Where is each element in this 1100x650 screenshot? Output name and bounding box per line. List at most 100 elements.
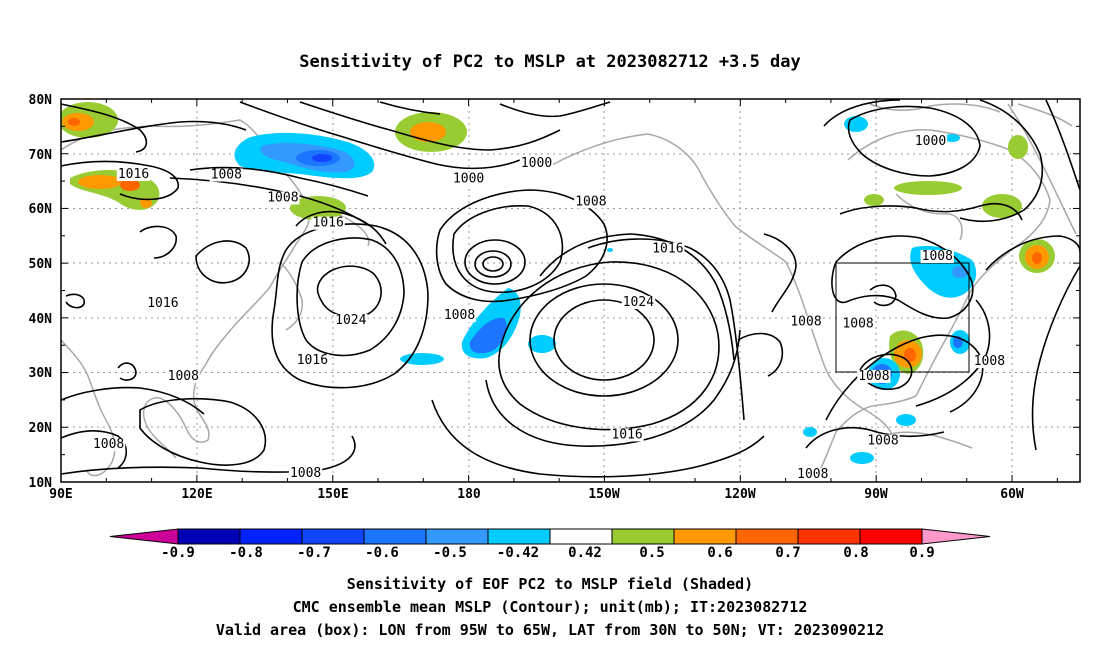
colorbar-label: -0.7 [297, 545, 331, 561]
contour-label: 1000 [453, 171, 484, 186]
coastline-arctic-islands [869, 103, 1073, 127]
contour-1008 [823, 99, 1044, 223]
contour-1008 [431, 399, 765, 478]
contour-label-background [519, 157, 554, 170]
lon-label: 120E [181, 487, 212, 502]
caption-line: CMC ensemble mean MSLP (Contour); unit(m… [293, 598, 808, 616]
contour-label-background [913, 135, 948, 149]
colorbar-swatch [549, 528, 613, 545]
lon-label: 90W [864, 487, 888, 502]
colorbar-arrow-high [921, 528, 991, 545]
colorbar-arrow-low [109, 528, 179, 545]
lat-label: 70N [29, 148, 53, 163]
coastline-caribbean [883, 431, 973, 449]
colorbar-label: 0.9 [909, 545, 934, 561]
contour-label: 1008 [168, 369, 199, 384]
contour-label: 1008 [922, 249, 953, 264]
contour-label-background [621, 296, 656, 309]
contour-label-background [610, 428, 644, 442]
contour-label-background [972, 355, 1006, 369]
contour-label-background [841, 317, 875, 331]
contour-1016 [1031, 265, 1080, 451]
contour-1008 [985, 235, 1080, 271]
contour-1008 [763, 233, 797, 313]
contour-1016 [139, 397, 267, 466]
map-panel: 1000 1000 1000 1008 1008 1008 1008 1008 1008 1008… [29, 93, 1081, 502]
figure-caption: Sensitivity of EOF PC2 to MSLP field (Sh… [216, 575, 884, 639]
contour-1000 [452, 205, 564, 294]
contour-1020 [529, 283, 679, 397]
contour-label: 1016 [313, 216, 344, 231]
contour-1008 [839, 202, 1023, 221]
contour-label-background [288, 467, 323, 481]
lat-label: 60N [29, 202, 53, 217]
valid-area-box [835, 262, 970, 373]
contour-1008 [831, 235, 974, 320]
lon-label: 150W [588, 487, 619, 502]
contour-label-background [311, 216, 345, 230]
longitude-labels: 90E 120E 150E 180 150W 120W 90W 60W [49, 487, 1024, 502]
contour-1008 [117, 362, 137, 381]
contour-label-background [651, 242, 685, 256]
colorbar-swatch [239, 528, 303, 545]
shade-blob-green [290, 196, 346, 220]
contour-label-background [266, 191, 300, 205]
contour-label-layer: 1000 1000 1000 1008 1008 1008 1008 1008 1008 1008… [91, 134, 1006, 482]
colorbar-boxes [109, 528, 991, 545]
colorbar-swatch [735, 528, 799, 545]
contour-1000 [299, 101, 561, 151]
contour-label: 1008 [211, 168, 242, 183]
shade-blob-orange [410, 122, 446, 142]
figure-title: Sensitivity of PC2 to MSLP at 2023082712… [299, 52, 801, 72]
contour-label: 1016 [147, 296, 178, 311]
contour-996 [474, 250, 512, 278]
colorbar-label: 0.8 [843, 545, 868, 561]
lon-label: 120W [724, 487, 755, 502]
contour-1008 [189, 166, 369, 197]
shade-blob-green [1008, 135, 1028, 159]
colorbar-swatch [363, 528, 427, 545]
coastline-japan [279, 261, 304, 331]
colorbar-label: -0.8 [229, 545, 263, 561]
lat-label: 40N [29, 312, 53, 327]
shade-blob-green [982, 194, 1022, 218]
coastline-alaska [551, 133, 787, 263]
contour-1000 [239, 101, 521, 170]
contour-label: 1008 [290, 466, 321, 481]
shade-blob-cyan [850, 452, 874, 464]
shade-blob-orange [78, 175, 122, 189]
coastline-gulf-of-mexico [819, 395, 917, 471]
contour-label: 1008 [797, 467, 828, 482]
contour-1016 [61, 103, 148, 153]
contour-label-background [146, 297, 180, 311]
coastline-north-america-east [847, 129, 1051, 397]
contour-label-background [451, 172, 486, 186]
contour-1016 [485, 329, 741, 447]
contour-label: 1008 [858, 369, 889, 384]
contour-label: 1024 [623, 295, 654, 310]
contour-1008 [499, 101, 611, 118]
shade-blob-red [120, 179, 140, 191]
colorbar-swatch [673, 528, 737, 545]
contour-1008 [61, 435, 356, 475]
contour-1008 [825, 334, 984, 421]
contour-label-background [796, 467, 830, 481]
lon-label: 150E [317, 487, 348, 502]
shade-blob-cyan [803, 427, 817, 437]
contour-label: 1016 [297, 353, 328, 368]
contour-1012 [869, 284, 897, 307]
contour-1000 [464, 239, 526, 285]
tick-marks [60, 98, 1080, 483]
contour-label: 1024 [335, 313, 366, 328]
shade-blob-cyan [528, 335, 556, 353]
shade-blob-cyan [607, 248, 613, 252]
colorbar-swatch [487, 528, 551, 545]
contour-label: 1008 [790, 315, 821, 330]
colorbar-swatch [177, 528, 241, 545]
contour-label-background [116, 168, 151, 181]
lat-label: 30N [29, 366, 53, 381]
contour-label-background [295, 354, 329, 367]
colorbar-swatch [425, 528, 489, 545]
contour-label: 1008 [575, 194, 606, 209]
graticule [61, 99, 1080, 482]
